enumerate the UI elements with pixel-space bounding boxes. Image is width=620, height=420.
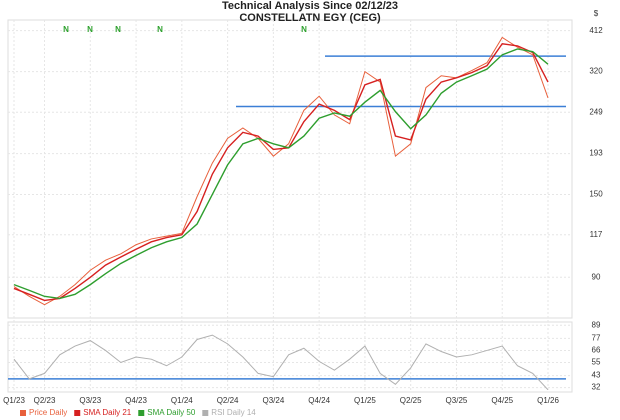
x-tick-label: Q1/23	[3, 396, 25, 405]
series-line	[13, 43, 549, 302]
y-tick-label: 117	[590, 230, 603, 239]
y-tick-label: 320	[589, 67, 603, 76]
legend-label: Price Daily	[29, 408, 67, 417]
y-tick-label: 32	[592, 383, 601, 392]
legend-swatch	[202, 410, 209, 416]
rsi-frame	[7, 321, 573, 393]
marker: N	[63, 25, 69, 34]
x-tick-label: Q2/24	[217, 396, 239, 405]
y-tick-label: 193	[589, 149, 603, 158]
x-tick-label: Q3/24	[262, 396, 284, 405]
series-line	[13, 334, 549, 391]
x-tick-label: Q3/25	[446, 396, 468, 405]
y-tick-label: 77	[592, 334, 601, 343]
y-tick-label: 412	[589, 26, 603, 35]
marker: N	[87, 25, 93, 34]
y-tick-label: 66	[592, 346, 601, 355]
x-tick-label: Q4/23	[125, 396, 147, 405]
x-tick-label: Q3/23	[79, 396, 101, 405]
y-tick-label: 249	[589, 107, 603, 116]
x-tick-label: Q2/23	[34, 396, 56, 405]
x-tick-label: Q1/25	[354, 396, 376, 405]
marker: N	[157, 25, 163, 34]
y-tick-label: 55	[592, 358, 601, 367]
series-line	[13, 48, 549, 300]
x-tick-label: Q1/26	[537, 396, 559, 405]
y-tick-label: 89	[592, 320, 601, 329]
chart-title: Technical Analysis Since 02/12/23	[222, 0, 398, 12]
legend-label: SMA Daily 50	[147, 408, 196, 417]
legend-swatch	[138, 410, 145, 416]
y-tick-label: 150	[589, 190, 603, 199]
x-tick-label: Q2/25	[400, 396, 422, 405]
marker: N	[115, 25, 121, 34]
x-tick-label: Q4/25	[491, 396, 513, 405]
axis-unit: $	[594, 9, 599, 18]
y-tick-label: 90	[592, 272, 601, 281]
y-tick-label: 43	[592, 371, 601, 380]
x-tick-label: Q1/24	[171, 396, 193, 405]
legend-label: SMA Daily 21	[83, 408, 132, 417]
legend-swatch	[20, 410, 26, 416]
x-tick-label: Q4/24	[308, 396, 330, 405]
price-frame	[7, 19, 573, 319]
legend-label: RSI Daily 14	[211, 408, 256, 417]
marker: N	[301, 25, 307, 34]
legend-swatch	[74, 410, 81, 416]
chart-subtitle: CONSTELLATN EGY (CEG)	[239, 12, 381, 24]
